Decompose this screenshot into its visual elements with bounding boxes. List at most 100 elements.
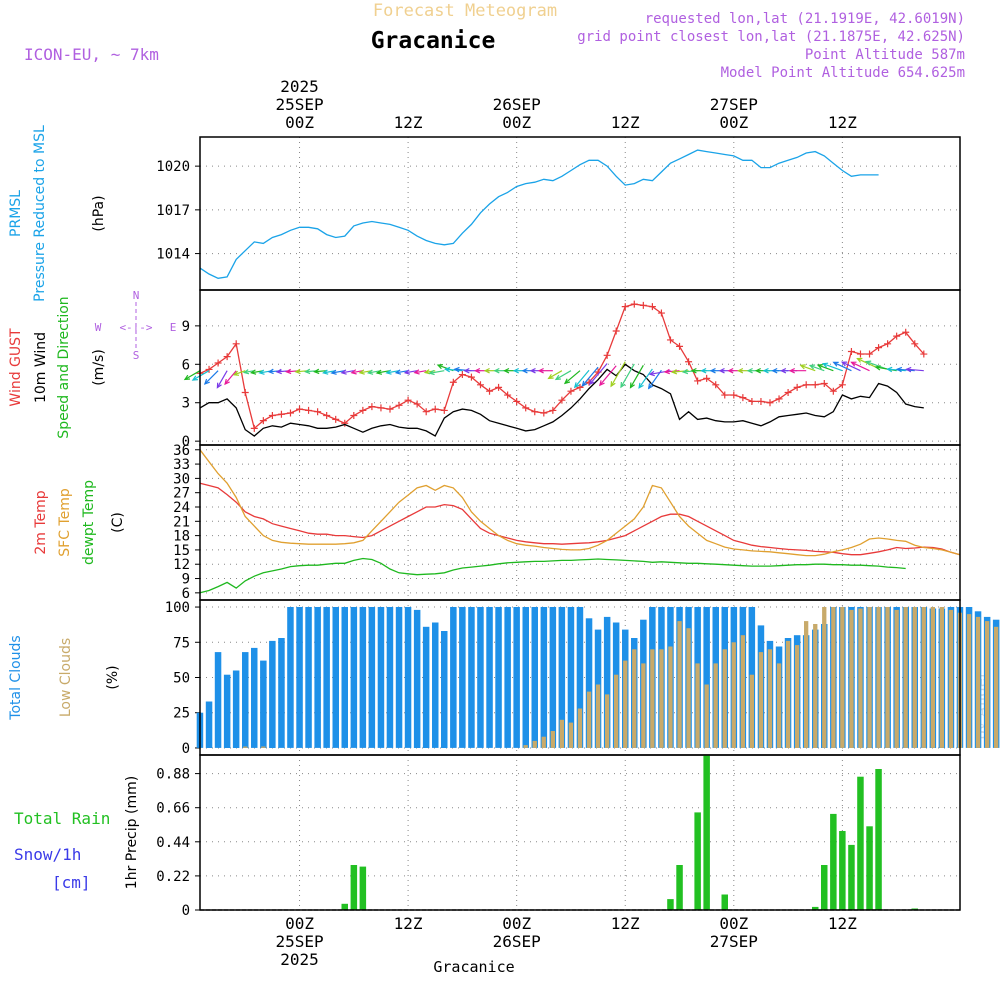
model-altitude: Model Point Altitude 654.625m [721,65,965,81]
gust-marker [350,412,358,420]
wind-arrow-head [453,366,460,373]
time-label: 26SEP [493,932,541,951]
bar-total-clouds [468,607,475,748]
wind-arrow-head [428,369,435,376]
wind-arrow-head [436,364,443,370]
gust-marker [241,388,249,396]
bar-total-clouds [305,607,312,748]
gust-marker [567,387,575,395]
gust-marker [504,391,512,399]
bar-total-rain [667,899,674,910]
compass-arrow-h: <-|-> [119,321,152,334]
bar-low-clouds [740,635,745,748]
footer-station: Gracanice [433,958,514,976]
wind-arrow-head [610,381,616,388]
wind-arrow [244,370,255,374]
gust-marker [250,424,258,432]
wind-arrow-head [474,367,481,374]
gust-marker [368,403,376,411]
bar-low-clouds [822,607,827,748]
y-tick-label: 3 [182,396,190,412]
y-tick-label: 0.44 [156,835,190,851]
gust-marker [793,383,801,391]
wind-arrow-head [808,364,816,370]
gust-marker [495,383,503,391]
requested-coords: requested lon,lat (21.1919E, 42.6019N) [645,11,965,27]
bar-low-clouds [903,607,908,748]
time-label: 27SEP [710,95,758,114]
wind-arrow-head [512,367,519,374]
wind-arrow [331,370,345,374]
y-tick-label: 18 [173,529,190,545]
wind-arrow [224,370,237,385]
wind-arrow-head [413,369,420,375]
station-title: Gracanice [371,28,496,54]
gust-marker [214,359,222,367]
gust-marker [657,309,665,317]
wind-arrow-head [232,370,240,376]
wind-arrow-head [191,375,198,381]
bar-low-clouds [994,626,999,748]
time-label: 00Z [285,914,314,933]
time-label: 12Z [828,914,857,933]
wind-arrow [897,368,915,372]
gust-marker [893,332,901,340]
wind-arrow-head [754,367,761,374]
gust-marker [522,404,530,412]
panel-unit: (%) [105,665,121,689]
time-label: 00Z [502,113,531,132]
panel-label: Total Rain [14,809,110,828]
wind-arrow-head [322,369,329,375]
time-label: 25SEP [275,95,323,114]
gust-marker [621,303,629,311]
wind-arrow-head [599,380,605,387]
compass-west: W [95,321,102,334]
wind-arrow [620,363,635,388]
wind-arrow-head [285,368,292,375]
bar-total-clouds [540,607,548,748]
wind-arrow [204,370,219,385]
bar-total-clouds [531,607,538,748]
bar-total-clouds [450,607,457,748]
time-label: 00Z [502,914,531,933]
bar-total-clouds [703,607,710,748]
bar-low-clouds [532,740,537,748]
wind-arrow-head [647,383,654,390]
series-dewpt-temp [199,557,906,594]
bar-total-clouds [486,607,493,748]
bar-total-clouds [549,607,557,748]
wind-arrow-head [874,365,881,371]
wind-arrow-head [573,382,580,389]
gust-marker [486,387,494,395]
wind-arrow-head [340,369,347,375]
bar-low-clouds [659,649,664,748]
wind-arrow-head [483,367,490,374]
wind-arrow [314,370,327,373]
gust-marker [920,350,928,358]
panel-label: Wind GUST [8,328,24,407]
wind-arrow-head [216,382,222,389]
bar-total-rain [848,844,855,910]
wind-arrow-head [267,368,274,375]
y-tick-label: 33 [173,457,190,473]
gust-marker [648,303,656,311]
compass-north: N [133,289,140,302]
gust-marker [449,378,457,386]
gust-marker [259,417,267,425]
wind-arrow-head [709,367,716,374]
bar-total-clouds [232,670,240,748]
bar-total-clouds [269,640,276,748]
bar-low-clouds [523,745,528,748]
y-tick-label: 9 [182,572,190,588]
bar-low-clouds [641,663,646,748]
bar-low-clouds [261,746,266,748]
bar-total-rain [359,866,367,910]
wind-arrow [629,365,644,388]
bar-total-rain [350,865,358,910]
bar-low-clouds [695,663,700,748]
time-label: 12Z [611,914,640,933]
bar-total-clouds [422,626,430,748]
wind-arrow-head [681,368,689,375]
wind-arrow-head [313,368,320,375]
wind-arrow [665,370,680,373]
